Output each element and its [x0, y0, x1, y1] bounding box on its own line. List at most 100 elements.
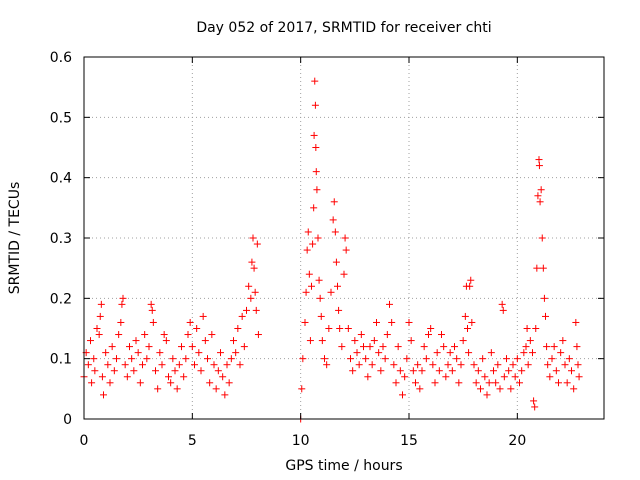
data-point — [407, 337, 415, 345]
data-point — [535, 156, 543, 164]
data-point — [93, 325, 101, 332]
axis-ticks: 0 0.1 0.2 0.3 0.4 0.5 0.6 0 5 10 15 20 — [50, 50, 604, 449]
x-tick-label: 10 — [292, 433, 310, 449]
data-point — [555, 379, 562, 387]
data-point — [536, 198, 544, 206]
data-point — [247, 294, 255, 302]
data-point — [317, 312, 325, 320]
data-point — [418, 367, 426, 375]
data-point — [221, 391, 229, 399]
data-point — [234, 325, 242, 332]
data-point — [139, 361, 146, 369]
data-point — [357, 331, 365, 339]
data-point — [494, 361, 502, 369]
data-point — [126, 343, 133, 351]
data-point — [455, 379, 463, 387]
x-axis-label: GPS time / hours — [285, 458, 402, 474]
data-point — [499, 306, 507, 314]
data-point — [182, 355, 190, 363]
data-point — [95, 331, 103, 339]
data-point — [483, 391, 491, 399]
data-point — [485, 379, 493, 387]
data-point — [298, 385, 306, 393]
y-tick-label: 0.4 — [50, 171, 72, 187]
x-tick-label: 20 — [508, 433, 526, 449]
data-point — [524, 361, 532, 369]
data-point — [160, 331, 168, 339]
data-point — [405, 318, 413, 326]
data-point — [401, 373, 409, 381]
data-point — [329, 216, 337, 224]
data-point — [390, 361, 398, 369]
data-point — [251, 288, 259, 296]
data-point — [557, 349, 565, 357]
data-point — [575, 373, 583, 381]
data-point — [516, 379, 523, 387]
data-point — [178, 343, 185, 351]
data-point — [362, 355, 370, 363]
data-point — [97, 300, 105, 308]
data-point — [227, 355, 235, 363]
data-point — [90, 355, 98, 363]
data-point — [141, 331, 149, 339]
data-point — [523, 325, 531, 332]
data-point — [403, 355, 411, 363]
data-point — [467, 276, 475, 284]
data-point — [338, 343, 346, 351]
data-point — [336, 325, 344, 332]
data-point — [208, 331, 216, 339]
data-point — [219, 373, 227, 381]
data-point — [420, 343, 428, 351]
data-point — [492, 379, 500, 387]
data-point — [232, 349, 240, 357]
data-point — [340, 270, 348, 278]
data-point — [325, 325, 333, 332]
data-point — [479, 355, 487, 363]
data-point — [312, 144, 320, 151]
data-point — [379, 343, 387, 351]
data-point — [306, 337, 314, 345]
data-point — [243, 306, 250, 314]
data-point — [394, 343, 402, 351]
data-point — [435, 367, 443, 375]
data-point — [572, 318, 580, 326]
data-point — [429, 361, 437, 369]
data-point — [314, 234, 322, 242]
data-point — [574, 361, 582, 369]
data-point — [118, 300, 126, 308]
data-point — [442, 373, 450, 381]
data-point — [511, 373, 519, 381]
data-point — [223, 361, 231, 369]
data-point — [498, 300, 506, 308]
data-point — [301, 318, 309, 326]
data-point — [505, 367, 513, 375]
data-point — [316, 294, 324, 302]
data-point — [312, 168, 320, 176]
data-point — [539, 264, 547, 272]
data-point — [210, 361, 218, 369]
data-point — [438, 331, 445, 339]
data-point — [425, 331, 432, 339]
data-point — [106, 379, 114, 387]
data-point — [238, 312, 246, 320]
data-point — [186, 318, 194, 326]
data-point — [349, 367, 357, 375]
data-point — [546, 373, 554, 381]
data-point — [245, 282, 253, 290]
data-point — [311, 101, 319, 109]
data-point — [474, 367, 482, 375]
data-point — [199, 312, 207, 320]
data-point — [386, 300, 393, 308]
data-point — [370, 337, 378, 345]
chart-title: Day 052 of 2017, SRMTID for receiver cht… — [196, 20, 491, 36]
data-point — [167, 379, 175, 387]
data-point — [513, 355, 521, 363]
data-point — [132, 337, 140, 345]
data-point — [335, 306, 343, 314]
data-point — [500, 373, 508, 381]
data-point — [570, 385, 578, 393]
data-point — [145, 343, 153, 351]
data-point — [136, 379, 144, 387]
